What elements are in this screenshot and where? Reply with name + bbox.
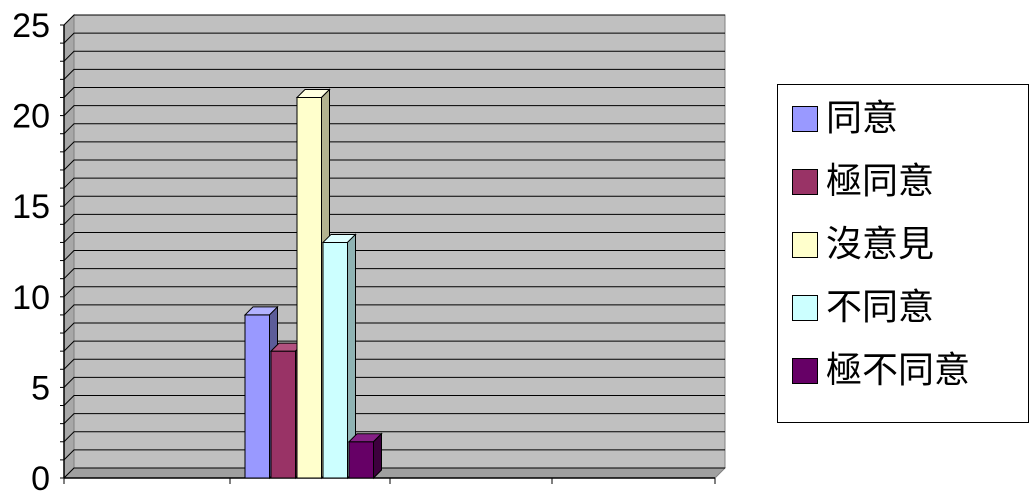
bar-front xyxy=(270,350,296,479)
gridline xyxy=(63,141,725,153)
gridline xyxy=(63,14,725,26)
legend-item: 沒意見 xyxy=(792,223,934,267)
bar-front xyxy=(348,441,374,479)
y-tick-label: 15 xyxy=(12,188,50,226)
floor xyxy=(62,467,727,479)
gridline xyxy=(63,413,725,424)
gridline xyxy=(63,123,725,135)
bar-front xyxy=(296,96,322,479)
legend-swatch xyxy=(792,358,818,384)
gridline xyxy=(63,32,725,44)
y-tick-label: 20 xyxy=(12,98,50,136)
back-wall xyxy=(73,14,726,469)
bars xyxy=(243,88,383,480)
y-axis-ticks: 0 5 10 15 20 25 xyxy=(12,7,50,498)
bar-front xyxy=(244,314,270,479)
legend-label: 同意 xyxy=(826,98,899,139)
bar xyxy=(347,432,383,480)
legend-label: 極不同意 xyxy=(826,350,971,391)
gridline xyxy=(63,304,725,316)
bar-front xyxy=(322,241,348,479)
gridline xyxy=(63,358,725,370)
gridline xyxy=(63,213,725,225)
gridline xyxy=(63,50,725,62)
legend-swatch xyxy=(792,169,818,195)
legend: 同意極同意沒意見不同意極不同意 xyxy=(777,84,1029,423)
legend-swatch xyxy=(792,106,818,132)
gridline xyxy=(63,395,725,406)
gridline xyxy=(63,449,725,461)
gridline xyxy=(63,322,725,334)
legend-label: 極同意 xyxy=(826,161,935,202)
gridlines xyxy=(63,14,725,479)
gridline xyxy=(63,431,725,443)
bar-side xyxy=(373,432,382,480)
gridline xyxy=(63,195,725,207)
y-tick-label: 0 xyxy=(31,460,50,498)
gridline xyxy=(63,159,725,171)
gridline xyxy=(63,376,725,388)
gridline xyxy=(63,467,725,479)
gridline xyxy=(63,250,725,261)
plot-area xyxy=(62,13,727,480)
gridline xyxy=(63,68,725,80)
legend-swatch xyxy=(792,295,818,321)
bar xyxy=(321,233,357,480)
y-tick-label: 10 xyxy=(12,279,50,317)
legend-item: 極同意 xyxy=(792,160,934,204)
gridline xyxy=(63,340,725,352)
gridline xyxy=(63,177,725,189)
legend-label: 不同意 xyxy=(826,287,935,328)
bar xyxy=(243,305,279,480)
gridline xyxy=(63,268,725,280)
y-tick-label: 5 xyxy=(31,369,50,407)
legend-label: 沒意見 xyxy=(826,224,935,265)
legend-item: 同意 xyxy=(792,97,898,141)
side-wall xyxy=(63,13,75,480)
y-tick-label: 25 xyxy=(12,7,50,45)
legend-swatch xyxy=(792,232,818,258)
legend-item: 不同意 xyxy=(792,286,934,330)
gridline xyxy=(63,231,725,243)
legend-item: 極不同意 xyxy=(792,349,970,393)
axes xyxy=(60,24,716,484)
gridline xyxy=(63,286,725,298)
gridline xyxy=(63,86,725,98)
gridline xyxy=(63,105,725,116)
